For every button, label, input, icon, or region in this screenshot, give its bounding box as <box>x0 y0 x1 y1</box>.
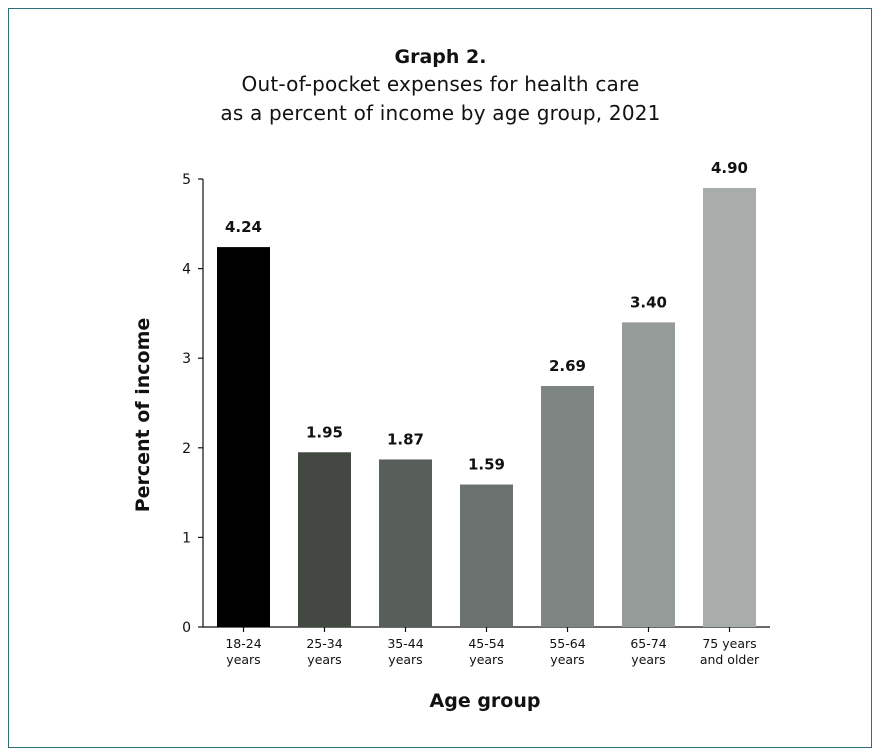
bar <box>379 459 432 627</box>
chart-subtitle-line-2: as a percent of income by age group, 202… <box>220 101 661 125</box>
y-tick-label: 2 <box>182 441 191 457</box>
x-tick-label: years <box>469 652 503 667</box>
x-tick-label: years <box>307 652 341 667</box>
data-label: 1.59 <box>468 456 505 474</box>
x-tick-label: 18-24 <box>225 636 261 651</box>
x-tick-label: years <box>388 652 422 667</box>
chart-subtitle-line-1: Out-of-pocket expenses for health care <box>241 72 640 96</box>
data-label: 1.87 <box>387 430 424 448</box>
data-label: 2.69 <box>549 357 586 375</box>
x-tick-label: years <box>226 652 260 667</box>
y-tick-label: 0 <box>182 620 191 636</box>
bar <box>703 187 756 627</box>
bar <box>622 322 675 627</box>
x-tick-label: years <box>550 652 584 667</box>
x-axis-label: Age group <box>429 690 541 712</box>
y-tick-label: 4 <box>182 262 191 278</box>
y-axis-label: Percent of income <box>132 317 154 513</box>
y-tick-label: 3 <box>182 351 191 367</box>
x-tick-label: and older <box>700 652 760 667</box>
title-block: Graph 2. Out-of-pocket expenses for heal… <box>0 44 881 128</box>
bar <box>460 484 513 627</box>
y-tick-label: 5 <box>182 172 191 188</box>
x-tick-label: years <box>631 652 665 667</box>
x-tick-label: 35-44 <box>387 636 423 651</box>
data-label: 3.40 <box>630 293 667 311</box>
data-label: 1.95 <box>306 423 343 441</box>
chart-title: Graph 2. <box>394 46 487 68</box>
x-tick-label: 75 years <box>702 636 756 651</box>
data-label: 4.90 <box>711 159 748 177</box>
bar <box>217 247 270 627</box>
y-tick-label: 1 <box>182 530 191 546</box>
x-tick-label: 25-34 <box>306 636 342 651</box>
bar <box>298 452 351 627</box>
x-tick-label: 55-64 <box>549 636 585 651</box>
x-tick-label: 45-54 <box>468 636 504 651</box>
x-tick-label: 65-74 <box>630 636 666 651</box>
bar <box>541 385 594 627</box>
data-label: 4.24 <box>225 218 262 236</box>
